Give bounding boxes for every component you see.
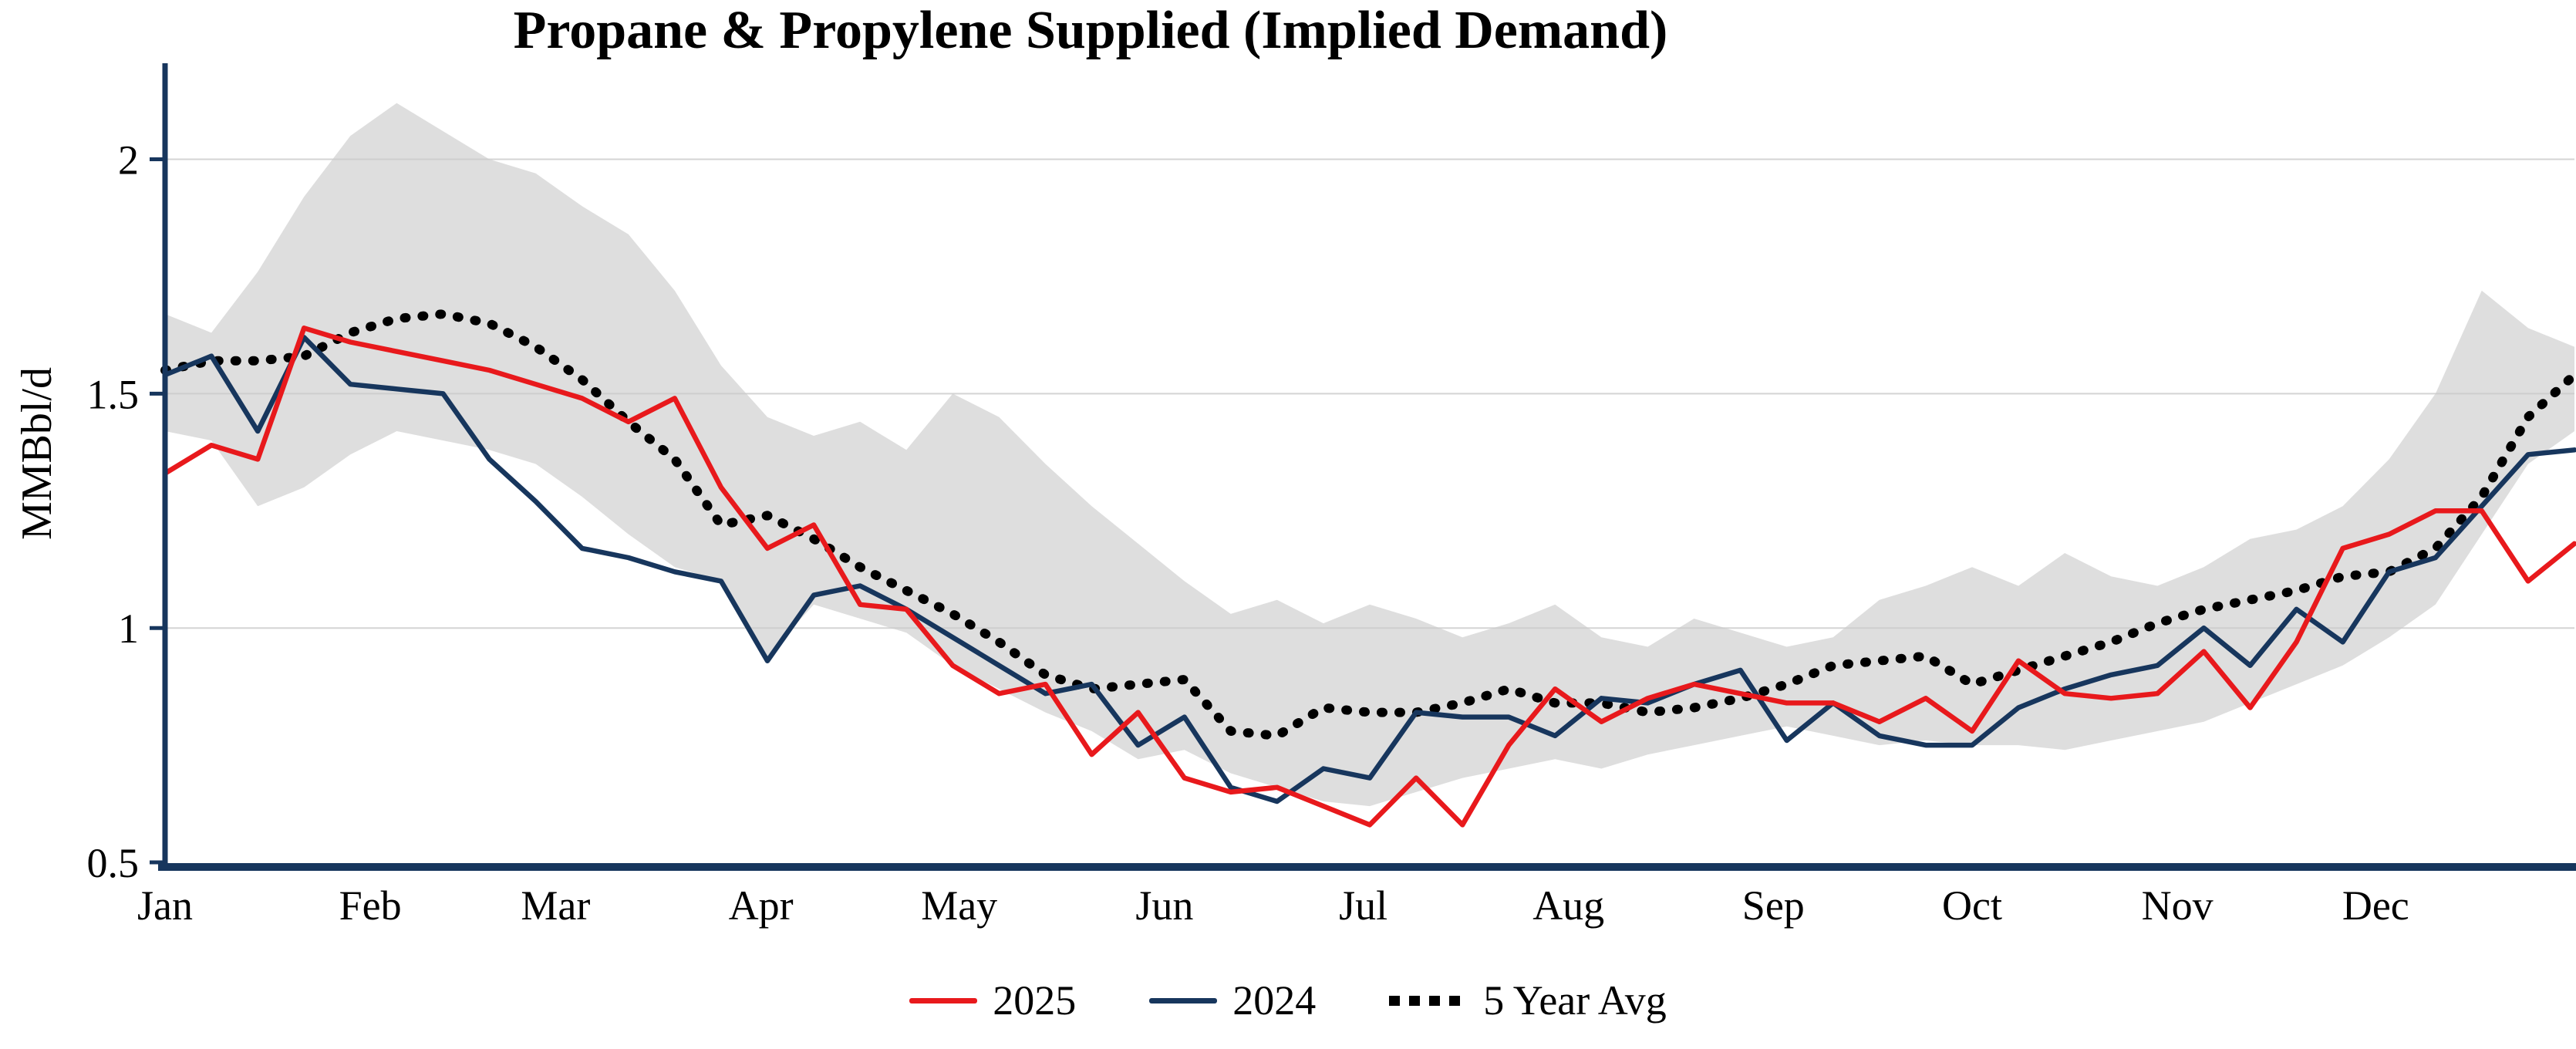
legend: 2025 2024 5 Year Avg xyxy=(0,976,2576,1024)
svg-text:1: 1 xyxy=(118,605,139,652)
svg-text:Jun: Jun xyxy=(1135,882,1193,929)
svg-text:May: May xyxy=(921,882,997,929)
svg-text:Feb: Feb xyxy=(339,882,402,929)
svg-text:2: 2 xyxy=(118,137,139,184)
legend-swatch-2024-line xyxy=(1149,997,1218,1003)
svg-text:Nov: Nov xyxy=(2142,882,2214,929)
legend-swatch-5yr-avg-dotted-line xyxy=(1389,995,1468,1006)
legend-item-2024: 2024 xyxy=(1149,976,1316,1024)
svg-text:Dec: Dec xyxy=(2342,882,2409,929)
svg-text:Apr: Apr xyxy=(729,882,794,929)
svg-text:Oct: Oct xyxy=(1942,882,2002,929)
legend-label-2024: 2024 xyxy=(1232,977,1317,1024)
legend-label-2025: 2025 xyxy=(993,977,1077,1024)
legend-swatch-2025-line xyxy=(909,997,978,1003)
legend-item-5yr-avg: 5 Year Avg xyxy=(1389,976,1667,1024)
svg-text:Jan: Jan xyxy=(137,882,193,929)
legend-label-5yr-avg: 5 Year Avg xyxy=(1483,977,1667,1024)
svg-text:1.5: 1.5 xyxy=(87,371,140,417)
svg-text:0.5: 0.5 xyxy=(87,840,140,886)
legend-item-2025: 2025 xyxy=(909,976,1076,1024)
chart-title: Propane & Propylene Supplied (Implied De… xyxy=(513,1,1668,60)
svg-text:Jul: Jul xyxy=(1339,882,1387,929)
svg-text:Aug: Aug xyxy=(1532,882,1604,929)
svg-text:Mar: Mar xyxy=(521,882,590,929)
svg-text:Sep: Sep xyxy=(1742,882,1805,929)
